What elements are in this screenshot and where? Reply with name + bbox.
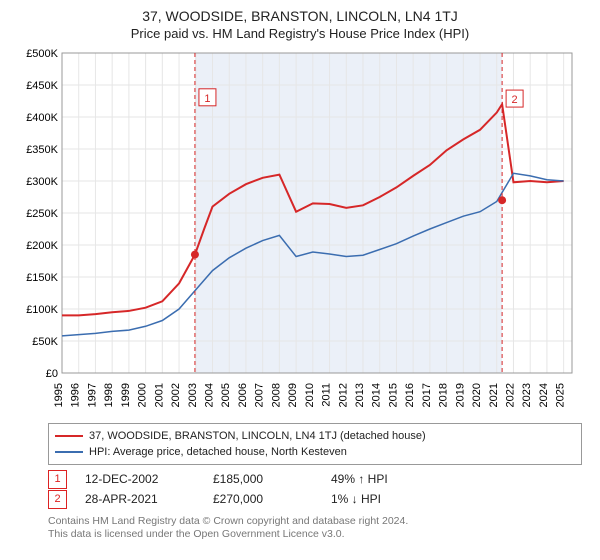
svg-text:2009: 2009 bbox=[287, 383, 299, 407]
price-chart: £0 £50K £100K £150K £200K £250K £300K £350K £400… bbox=[20, 47, 580, 417]
marker-date: 12-DEC-2002 bbox=[85, 469, 195, 489]
marker-delta: 1% ↓ HPI bbox=[331, 489, 381, 509]
svg-text:£50K: £50K bbox=[32, 336, 58, 348]
svg-text:£500K: £500K bbox=[26, 48, 58, 60]
svg-text:2017: 2017 bbox=[421, 383, 433, 407]
svg-text:£300K: £300K bbox=[26, 176, 58, 188]
legend-item: 37, WOODSIDE, BRANSTON, LINCOLN, LN4 1TJ… bbox=[55, 428, 575, 444]
svg-text:1999: 1999 bbox=[120, 383, 132, 407]
svg-text:2002: 2002 bbox=[170, 383, 182, 407]
marker-delta: 49% ↑ HPI bbox=[331, 469, 388, 489]
svg-text:2023: 2023 bbox=[521, 383, 533, 407]
chart-title: 37, WOODSIDE, BRANSTON, LINCOLN, LN4 1TJ bbox=[10, 8, 590, 24]
svg-text:2024: 2024 bbox=[538, 383, 550, 407]
svg-text:£250K: £250K bbox=[26, 208, 58, 220]
marker-date: 28-APR-2021 bbox=[85, 489, 195, 509]
svg-text:2: 2 bbox=[512, 94, 518, 106]
legend-item: HPI: Average price, detached house, Nort… bbox=[55, 444, 575, 460]
svg-text:2010: 2010 bbox=[304, 383, 316, 407]
marker-row: 1 12-DEC-2002 £185,000 49% ↑ HPI bbox=[48, 469, 568, 489]
copyright-line: Contains HM Land Registry data © Crown c… bbox=[48, 515, 568, 528]
svg-text:2011: 2011 bbox=[321, 383, 333, 407]
svg-text:2008: 2008 bbox=[270, 383, 282, 407]
svg-text:2025: 2025 bbox=[555, 383, 567, 407]
svg-text:1996: 1996 bbox=[70, 383, 82, 407]
svg-text:2022: 2022 bbox=[504, 383, 516, 407]
marker-badge-icon: 2 bbox=[48, 490, 67, 509]
svg-text:2000: 2000 bbox=[137, 383, 149, 407]
svg-text:2019: 2019 bbox=[454, 383, 466, 407]
svg-text:2003: 2003 bbox=[187, 383, 199, 407]
svg-text:2015: 2015 bbox=[387, 383, 399, 407]
legend-swatch-icon bbox=[55, 451, 83, 453]
svg-text:£350K: £350K bbox=[26, 144, 58, 156]
svg-text:2012: 2012 bbox=[337, 383, 349, 407]
svg-text:2016: 2016 bbox=[404, 383, 416, 407]
marker-row: 2 28-APR-2021 £270,000 1% ↓ HPI bbox=[48, 489, 568, 509]
svg-text:2005: 2005 bbox=[220, 383, 232, 407]
svg-text:£0: £0 bbox=[46, 368, 58, 380]
marker-table: 1 12-DEC-2002 £185,000 49% ↑ HPI 2 28-AP… bbox=[48, 469, 568, 509]
marker-price: £185,000 bbox=[213, 469, 313, 489]
legend-label: 37, WOODSIDE, BRANSTON, LINCOLN, LN4 1TJ… bbox=[89, 428, 426, 444]
svg-text:£100K: £100K bbox=[26, 304, 58, 316]
svg-text:2021: 2021 bbox=[488, 383, 500, 407]
svg-text:2013: 2013 bbox=[354, 383, 366, 407]
svg-text:2006: 2006 bbox=[237, 383, 249, 407]
legend-label: HPI: Average price, detached house, Nort… bbox=[89, 444, 347, 460]
marker-badge-icon: 1 bbox=[48, 470, 67, 489]
svg-text:£200K: £200K bbox=[26, 240, 58, 252]
copyright-line: This data is licensed under the Open Gov… bbox=[48, 528, 568, 541]
marker-price: £270,000 bbox=[213, 489, 313, 509]
svg-text:£450K: £450K bbox=[26, 80, 58, 92]
svg-text:£150K: £150K bbox=[26, 272, 58, 284]
svg-text:2014: 2014 bbox=[371, 383, 383, 407]
chart-subtitle: Price paid vs. HM Land Registry's House … bbox=[10, 26, 590, 41]
svg-text:1997: 1997 bbox=[86, 383, 98, 407]
svg-text:2020: 2020 bbox=[471, 383, 483, 407]
legend-box: 37, WOODSIDE, BRANSTON, LINCOLN, LN4 1TJ… bbox=[48, 423, 582, 465]
copyright-text: Contains HM Land Registry data © Crown c… bbox=[48, 515, 568, 541]
svg-text:1: 1 bbox=[204, 93, 210, 105]
svg-text:2018: 2018 bbox=[438, 383, 450, 407]
svg-text:1998: 1998 bbox=[103, 383, 115, 407]
legend-swatch-icon bbox=[55, 435, 83, 437]
svg-text:£400K: £400K bbox=[26, 112, 58, 124]
svg-text:2001: 2001 bbox=[153, 383, 165, 407]
svg-text:2007: 2007 bbox=[254, 383, 266, 407]
svg-text:1995: 1995 bbox=[53, 383, 65, 407]
svg-text:2004: 2004 bbox=[203, 383, 215, 407]
chart-svg: £0 £50K £100K £150K £200K £250K £300K £350K £400… bbox=[20, 47, 580, 417]
